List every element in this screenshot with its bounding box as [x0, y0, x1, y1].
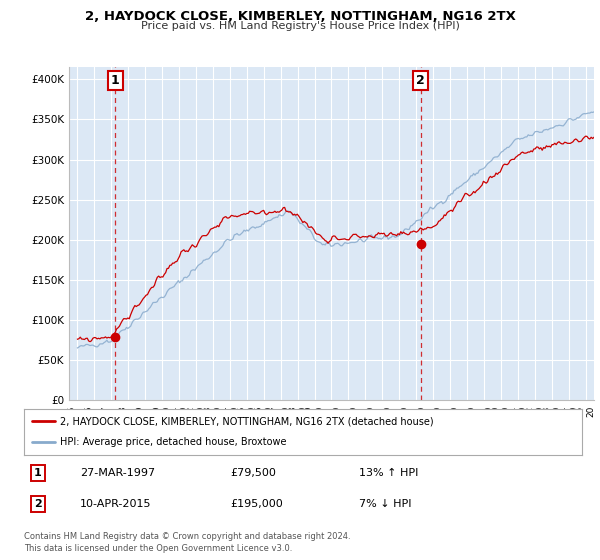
Text: 2: 2 [416, 74, 425, 87]
Text: £195,000: £195,000 [230, 499, 283, 509]
Text: Contains HM Land Registry data © Crown copyright and database right 2024.
This d: Contains HM Land Registry data © Crown c… [24, 532, 350, 553]
Text: 2, HAYDOCK CLOSE, KIMBERLEY, NOTTINGHAM, NG16 2TX: 2, HAYDOCK CLOSE, KIMBERLEY, NOTTINGHAM,… [85, 10, 515, 23]
Text: 7% ↓ HPI: 7% ↓ HPI [359, 499, 412, 509]
Text: 13% ↑ HPI: 13% ↑ HPI [359, 468, 418, 478]
Text: 1: 1 [111, 74, 120, 87]
Text: 2, HAYDOCK CLOSE, KIMBERLEY, NOTTINGHAM, NG16 2TX (detached house): 2, HAYDOCK CLOSE, KIMBERLEY, NOTTINGHAM,… [60, 416, 434, 426]
Text: 2: 2 [34, 499, 42, 509]
Text: 27-MAR-1997: 27-MAR-1997 [80, 468, 155, 478]
Text: £79,500: £79,500 [230, 468, 277, 478]
Text: 1: 1 [34, 468, 42, 478]
Text: 10-APR-2015: 10-APR-2015 [80, 499, 151, 509]
Text: Price paid vs. HM Land Registry's House Price Index (HPI): Price paid vs. HM Land Registry's House … [140, 21, 460, 31]
Text: HPI: Average price, detached house, Broxtowe: HPI: Average price, detached house, Brox… [60, 437, 287, 447]
